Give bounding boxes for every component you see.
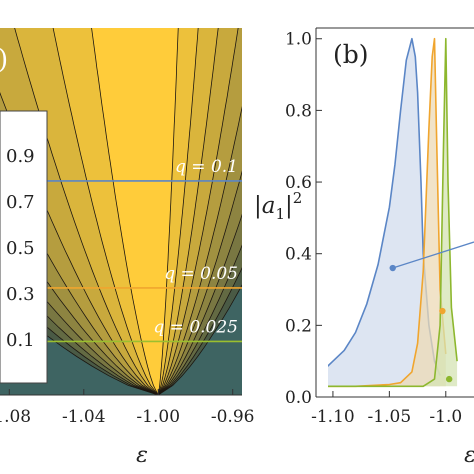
y-label-sub: 1 xyxy=(275,205,285,223)
panel-b-y-tick-label-4: 0.8 xyxy=(285,101,312,121)
panel-a-x-tick-label-3: -0.96 xyxy=(211,407,255,427)
legend-value-4: 0.1 xyxy=(6,330,35,351)
panel-b-x-tick-label-1: -1.05 xyxy=(368,407,412,427)
panel-b-y-tick-label-1: 0.2 xyxy=(285,316,312,336)
panel-b-x-tick-label-2: -1.0 xyxy=(429,407,462,427)
y-label-base: |a xyxy=(254,193,275,219)
legend-value-3: 0.3 xyxy=(6,284,35,305)
svg-text:|a1|2: |a1|2 xyxy=(254,189,302,223)
series-area-1 xyxy=(328,38,441,387)
panel-b-y-tick-label-0: 0.0 xyxy=(285,388,312,408)
contour-region-1 xyxy=(91,28,179,395)
panel-a-x-tick-label-1: -1.04 xyxy=(62,407,106,427)
y-label-bar: | xyxy=(285,193,293,219)
q-line-label-3: q = 0.025 xyxy=(153,317,238,337)
panel-b-areas xyxy=(328,37,474,388)
panel-b-x-tick-label-0: -1.10 xyxy=(311,407,355,427)
y-label-sup: 2 xyxy=(293,189,303,207)
panel-a-x-axis-label: ε xyxy=(136,443,148,468)
legend-box xyxy=(0,110,48,384)
panel-b: 0.0 0.2 0.4 0.6 0.8 1.0 -1.10 -1.05 -1.0 (b) |a1… xyxy=(254,27,474,468)
q-line-label-2: q = 0.05 xyxy=(164,264,238,284)
panel-a-contours xyxy=(0,28,242,395)
series-marker-3 xyxy=(445,375,453,383)
panel-a-x-tick-label-2: -1.00 xyxy=(136,407,180,427)
series-line-2 xyxy=(328,37,447,388)
panel-a-x-tick-label-0: -1.08 xyxy=(0,407,31,427)
panel-b-frame xyxy=(315,27,474,398)
panel-b-y-tick-label-5: 1.0 xyxy=(285,30,312,50)
panel-b-x-axis-label: ε xyxy=(464,443,474,468)
panel-a-colorbar-legend: 0.9 0.7 0.5 0.3 0.1 xyxy=(0,110,48,384)
q-line-label-1: q = 0.1 xyxy=(175,157,238,177)
series-area-2 xyxy=(328,38,446,387)
panel-a: q = 0.1 q = 0.05 q = 0.025 0.9 0.7 0.5 0.3 0.1… xyxy=(0,28,254,468)
series-pointer-1 xyxy=(392,241,474,269)
legend-value-1: 0.7 xyxy=(6,192,35,213)
panel-b-y-tick-label-3: 0.6 xyxy=(285,173,312,193)
panel-a-label: ) xyxy=(0,45,8,75)
panel-b-label: (b) xyxy=(333,40,369,69)
panel-b-y-tick-label-2: 0.4 xyxy=(285,245,312,265)
series-area-3 xyxy=(328,38,458,387)
panel-b-axes: 0.0 0.2 0.4 0.6 0.8 1.0 -1.10 -1.05 -1.0 xyxy=(285,30,462,427)
panel-b-y-axis-label: |a1|2 xyxy=(254,189,302,223)
legend-value-2: 0.5 xyxy=(6,238,35,259)
series-marker-2 xyxy=(439,307,446,315)
panel-a-x-axis: -1.08 -1.04 -1.00 -0.96 xyxy=(0,389,254,427)
series-line-3 xyxy=(328,37,458,388)
legend-value-0: 0.9 xyxy=(6,146,35,167)
